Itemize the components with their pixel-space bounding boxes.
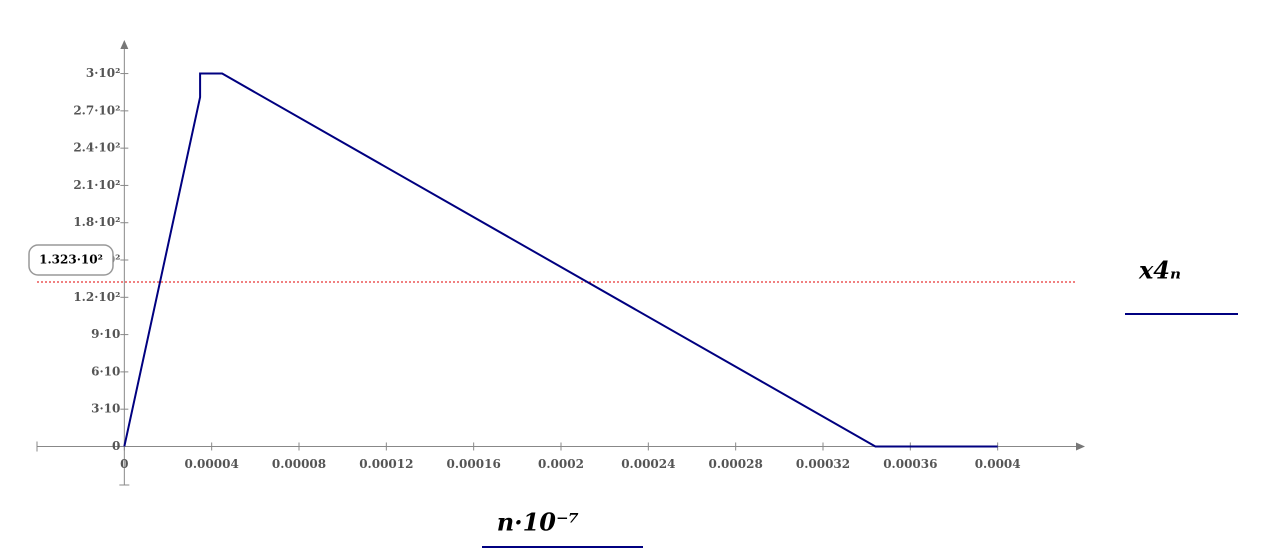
y-tick-label: 1.8·10² [73, 215, 120, 229]
x-tick-label: 0.00024 [621, 457, 675, 471]
marker-label: 1.323·10² [39, 253, 103, 267]
y-tick-label: 0 [112, 439, 120, 453]
x-tick-label: 0.0004 [975, 457, 1021, 471]
x-tick-label: 0.00012 [359, 457, 413, 471]
x-tick-label: 0.0002 [538, 457, 584, 471]
x-tick-label: 0.00004 [185, 457, 239, 471]
x-tick-label: 0.00008 [272, 457, 326, 471]
y-axis-arrow [120, 40, 129, 49]
x-tick-label: 0.00016 [447, 457, 501, 471]
y-tick-label: 2.7·10² [73, 103, 120, 117]
x-tick-label: 0.00036 [883, 457, 937, 471]
series-line [123, 72, 998, 448]
x-axis-arrow [1076, 442, 1085, 451]
marker-label-box [28, 244, 114, 276]
y-tick-label: 2.1·10² [73, 178, 120, 192]
x-tick-label: 0.00028 [709, 457, 763, 471]
y-axis-label: x4ₙ [1138, 256, 1181, 285]
x-tick-label: 0 [120, 457, 128, 471]
x-tick-label: 0.00032 [796, 457, 850, 471]
y-tick-label: 3·10² [86, 66, 120, 80]
y-tick-label: 1.2·10² [73, 290, 120, 304]
y-tick-label: 3·10 [91, 402, 120, 416]
x-axis-label: n·10⁻⁷ [497, 508, 579, 537]
y-tick-label: 9·10 [91, 327, 120, 341]
y-tick-label: 6·10 [91, 364, 120, 378]
y-tick-label: 2.4·10² [73, 141, 120, 155]
